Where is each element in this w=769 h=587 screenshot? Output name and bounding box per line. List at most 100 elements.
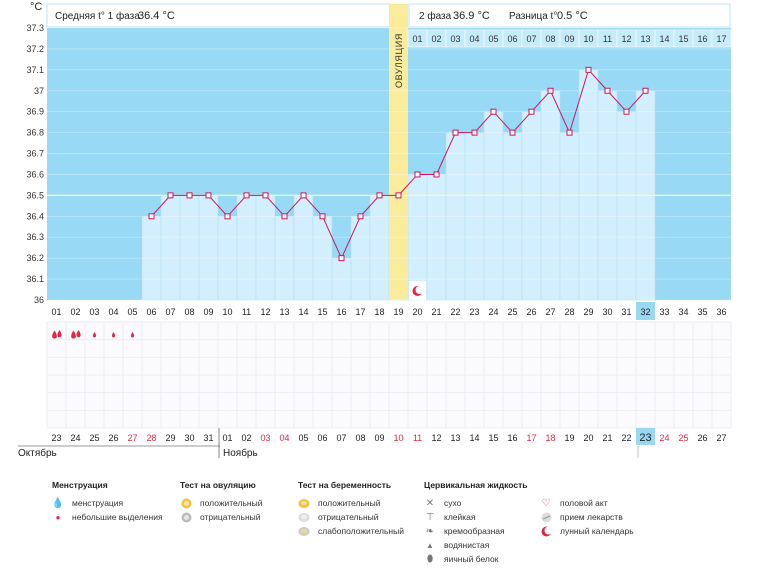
y-tick-label: 36.9 bbox=[26, 107, 44, 117]
cycle-day-label: 27 bbox=[545, 307, 555, 317]
legend-label: кремообразная bbox=[444, 526, 505, 536]
cycle-day-label: 05 bbox=[127, 307, 137, 317]
heavy-drop-icon: 💧 bbox=[51, 497, 65, 509]
y-tick-label: 36.6 bbox=[26, 169, 44, 179]
cycle-day-label: 13 bbox=[279, 307, 289, 317]
phase-day-number: 10 bbox=[583, 34, 593, 44]
phase2-label: 2 фаза bbox=[419, 10, 452, 22]
phase-day-number: 16 bbox=[697, 34, 707, 44]
temperature-point bbox=[167, 192, 174, 199]
cycle-day-label: 08 bbox=[184, 307, 194, 317]
temperature-point bbox=[414, 171, 421, 178]
y-tick-label: 36.3 bbox=[26, 232, 44, 242]
phase-day-number: 12 bbox=[621, 34, 631, 44]
temperature-point bbox=[224, 213, 231, 220]
cycle-day-label: 03 bbox=[89, 307, 99, 317]
cycle-day-label: 35 bbox=[697, 307, 707, 317]
calendar-date: 02 bbox=[241, 433, 251, 443]
legend-other: ♡ половой акт прием лекарств лунный кале… bbox=[540, 496, 634, 538]
temperature-point bbox=[509, 129, 516, 136]
temperature-point bbox=[433, 171, 440, 178]
light-drop-icon: ● bbox=[55, 512, 61, 522]
legend-label: слабоположительный bbox=[318, 526, 404, 536]
moon-icon bbox=[409, 281, 426, 300]
temperature-point bbox=[281, 213, 288, 220]
moon-icon bbox=[540, 525, 552, 537]
calendar-date: 10 bbox=[393, 433, 403, 443]
light-drop-icon bbox=[92, 332, 97, 338]
calendar-date: 25 bbox=[678, 433, 688, 443]
y-tick-label: 37.3 bbox=[26, 23, 44, 33]
x-axis: 01 02 03 04 05 06 07 08 09 10 11 12 13 14 15 16 17 18 19 20… bbox=[18, 302, 727, 459]
egg-white-icon: ⬮ bbox=[426, 553, 434, 565]
legend: Менструация 💧 менструация ● небольшие вы… bbox=[50, 480, 640, 580]
temperature-column bbox=[198, 195, 219, 301]
legend-item: ✕ сухо bbox=[424, 496, 527, 510]
temperature-point bbox=[148, 213, 155, 220]
cycle-day-label: 29 bbox=[583, 307, 593, 317]
phase-day-number: 11 bbox=[603, 34, 612, 44]
phase-day-number: 15 bbox=[678, 34, 688, 44]
legend-label: клейкая bbox=[444, 512, 476, 522]
legend-label: небольшие выделения bbox=[72, 512, 163, 522]
sticky-icon: ⊤ bbox=[425, 511, 435, 523]
positive-ovulation-icon bbox=[180, 497, 192, 509]
legend-item: ♡ половой акт bbox=[540, 496, 634, 510]
legend-item: ⬮ яичный белок bbox=[424, 552, 527, 566]
phase-day-number: 13 bbox=[640, 34, 650, 44]
legend-label: лунный календарь bbox=[560, 526, 634, 536]
cycle-day-label: 22 bbox=[450, 307, 460, 317]
legend-cervical: Цервикальная жидкость ✕ сухо ⊤ клейкая ❧… bbox=[424, 480, 527, 566]
temperature-column bbox=[521, 111, 542, 301]
cycle-day-label: 34 bbox=[678, 307, 688, 317]
phase1-label: Средняя t° 1 фаза bbox=[55, 10, 140, 22]
calendar-date: 24 bbox=[659, 433, 669, 443]
temperature-point bbox=[490, 108, 497, 115]
temperature-point bbox=[395, 192, 402, 199]
calendar-date: 28 bbox=[146, 433, 156, 443]
legend-item: ▲ водянистая bbox=[424, 538, 527, 552]
legend-item: ❧ кремообразная bbox=[424, 524, 527, 538]
cycle-day-label: 01 bbox=[51, 307, 61, 317]
symptom-grid bbox=[46, 321, 732, 429]
moon-shadow bbox=[415, 286, 424, 294]
legend-label: прием лекарств bbox=[560, 512, 623, 522]
temperature-point bbox=[262, 192, 269, 199]
cycle-day-label: 25 bbox=[507, 307, 517, 317]
temperature-column bbox=[160, 195, 181, 301]
cycle-day-label: 24 bbox=[488, 307, 498, 317]
phase-day-number: 02 bbox=[431, 34, 441, 44]
calendar-date: 17 bbox=[526, 433, 536, 443]
calendar-date: 15 bbox=[488, 433, 498, 443]
legend-label: отрицательный bbox=[318, 512, 379, 522]
phase-day-number: 09 bbox=[564, 34, 574, 44]
y-tick-label: 36 bbox=[34, 295, 44, 305]
temperature-column bbox=[293, 195, 314, 301]
calendar-date: 12 bbox=[431, 433, 441, 443]
diff-value: 0.5 °C bbox=[557, 10, 588, 22]
cycle-day-label: 18 bbox=[374, 307, 384, 317]
cycle-day-label: 12 bbox=[260, 307, 270, 317]
cycle-day-label: 02 bbox=[70, 307, 80, 317]
legend-label: сухо bbox=[444, 498, 462, 508]
cycle-day-label: 33 bbox=[659, 307, 669, 317]
temperature-point bbox=[205, 192, 212, 199]
legend-label: водянистая bbox=[444, 540, 490, 550]
watery-icon: ▲ bbox=[426, 540, 434, 550]
y-tick-label: 36.5 bbox=[26, 190, 44, 200]
cycle-day-label: 31 bbox=[621, 307, 631, 317]
legend-item: положительный bbox=[180, 496, 262, 510]
cycle-day-label: 06 bbox=[146, 307, 156, 317]
y-tick-label: 36.8 bbox=[26, 128, 44, 138]
calendar-date: 08 bbox=[355, 433, 365, 443]
legend-label: отрицательный bbox=[200, 512, 261, 522]
temperature-point bbox=[623, 108, 630, 115]
temperature-point bbox=[528, 108, 535, 115]
calendar-date: 23 bbox=[639, 432, 651, 444]
month-label: Ноябрь bbox=[223, 447, 258, 459]
y-tick-label: 37 bbox=[34, 86, 44, 96]
temperature-point bbox=[585, 66, 592, 73]
cycle-day-label: 15 bbox=[317, 307, 327, 317]
legend-item: отрицательный bbox=[180, 510, 262, 524]
cycle-day-label: 10 bbox=[222, 307, 232, 317]
